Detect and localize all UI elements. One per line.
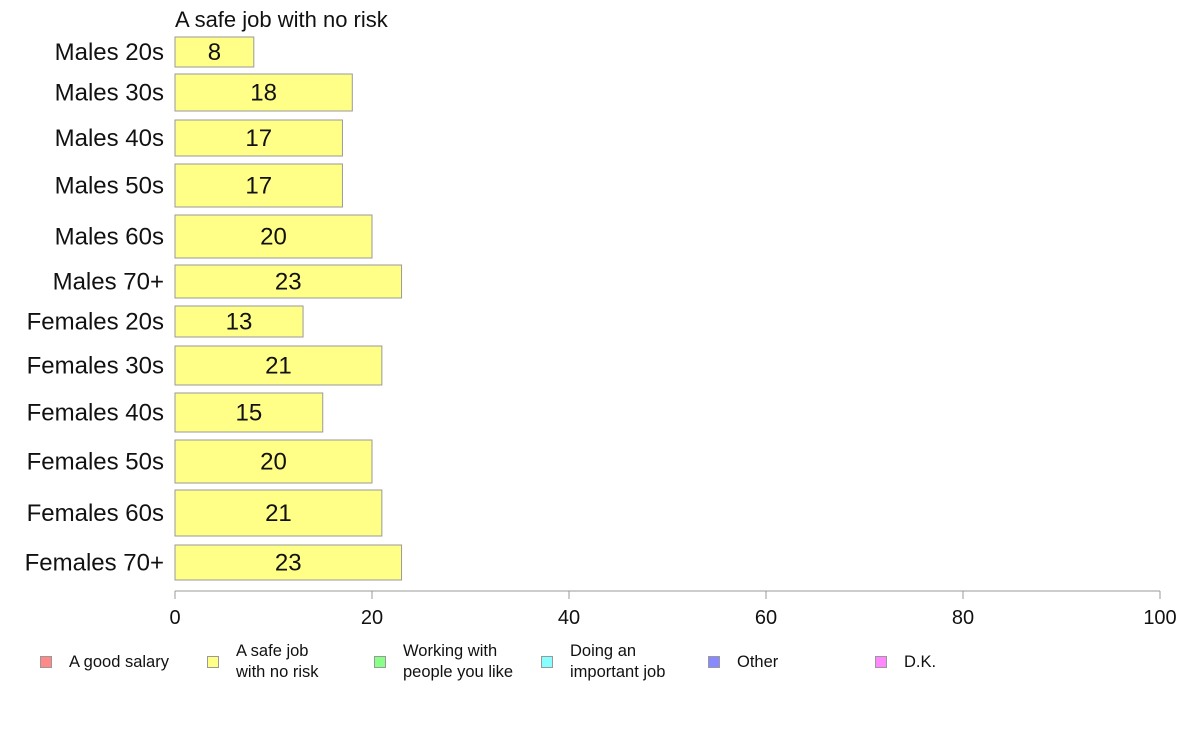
legend-label: A safe job with no risk [236, 642, 319, 681]
bar [174, 544, 403, 581]
category-label: Males 40s [55, 125, 164, 152]
legend: A good salary A safe job with no risk Work… [0, 641, 1188, 691]
bar [174, 305, 304, 338]
bar-value-label: 23 [275, 550, 302, 577]
legend-label: A good salary [69, 652, 169, 671]
x-tick-label: 20 [361, 607, 383, 629]
bar [174, 489, 383, 537]
bar [174, 439, 373, 484]
category-label: Males 20s [55, 39, 164, 66]
category-label: Males 70+ [53, 269, 164, 296]
legend-item: A good salary [40, 641, 169, 683]
bar-value-label: 17 [245, 173, 272, 200]
category-label: Females 50s [27, 449, 164, 476]
legend-item: Working with people you like [374, 641, 513, 683]
category-label: Females 70+ [25, 550, 164, 577]
legend-swatch [207, 656, 219, 668]
x-axis: 0 20 40 60 80 100 [169, 590, 1177, 629]
bar [174, 73, 353, 112]
x-tick-label: 40 [558, 607, 580, 629]
legend-swatch [374, 656, 386, 668]
category-label: Females 20s [27, 309, 164, 336]
x-tick-label: 60 [755, 607, 777, 629]
legend-label: Other [737, 652, 779, 671]
x-tick-label: 80 [952, 607, 974, 629]
bar-value-label: 8 [208, 39, 221, 66]
legend-item: Other [708, 641, 778, 683]
bar-value-label: 18 [250, 80, 277, 107]
chart-title: A safe job with no risk [175, 7, 389, 32]
bar-value-label: 20 [260, 224, 287, 251]
legend-swatch [708, 656, 720, 668]
bar-value-label: 17 [245, 125, 272, 152]
bar-value-label: 15 [236, 400, 263, 427]
bars-group: Males 20s 8 Males 30s 18 Males 40s 17 Males 50… [25, 36, 403, 581]
x-tick-label: 100 [1143, 607, 1176, 629]
legend-item: D.K. [875, 641, 936, 683]
category-label: Males 30s [55, 80, 164, 107]
bar [174, 214, 373, 259]
legend-item: Doing an important job [541, 641, 665, 683]
legend-label: Doing an important job [570, 642, 666, 681]
legend-label: Working with people you like [403, 642, 514, 681]
x-tick-label: 0 [169, 607, 180, 629]
legend-swatch [875, 656, 887, 668]
bar [174, 392, 324, 433]
bar [174, 36, 255, 68]
category-label: Females 40s [27, 400, 164, 427]
category-label: Males 60s [55, 224, 164, 251]
category-label: Females 60s [27, 500, 164, 527]
bar [174, 119, 343, 157]
category-label: Males 50s [55, 173, 164, 200]
legend-label: D.K. [904, 652, 937, 671]
category-label: Females 30s [27, 353, 164, 380]
bar-value-label: 23 [275, 269, 302, 296]
bar [174, 264, 403, 299]
bar-value-label: 20 [260, 449, 287, 476]
bar-value-label: 21 [265, 500, 292, 527]
bar-value-label: 13 [226, 309, 253, 336]
bar [174, 163, 343, 208]
bar [174, 345, 383, 386]
bar-value-label: 21 [265, 353, 292, 380]
legend-swatch [541, 656, 553, 668]
legend-swatch [40, 656, 52, 668]
legend-item: A safe job with no risk [207, 641, 319, 683]
